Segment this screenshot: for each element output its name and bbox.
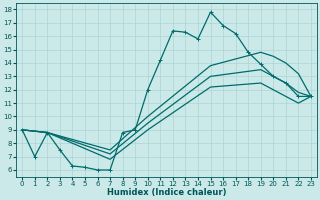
X-axis label: Humidex (Indice chaleur): Humidex (Indice chaleur) <box>107 188 226 197</box>
